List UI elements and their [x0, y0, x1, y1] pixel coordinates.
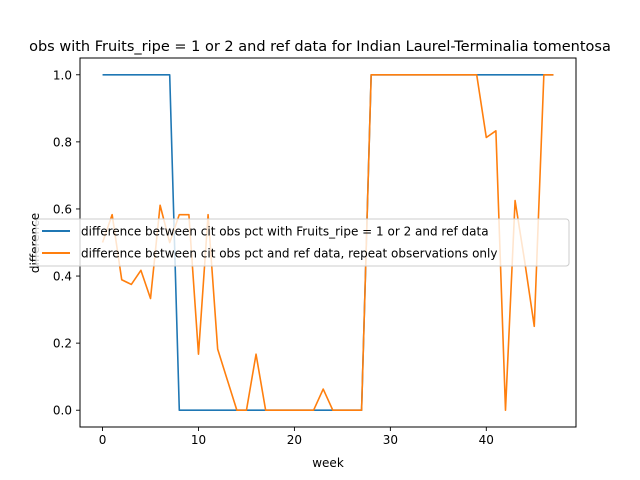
y-tick-label: 0.4 [53, 270, 72, 284]
x-axis-ticks: 0 10 20 30 40 [99, 427, 494, 447]
legend-label-series-1: difference between cit obs pct with Frui… [81, 225, 489, 239]
y-tick-label: 0.6 [53, 202, 72, 216]
legend-label-series-2: difference between cit obs pct and ref d… [81, 247, 497, 261]
chart-title: obs with Fruits_ripe = 1 or 2 and ref da… [29, 39, 611, 55]
y-tick-label: 0.2 [53, 337, 72, 351]
y-tick-label: 1.0 [53, 68, 72, 82]
legend: difference between cit obs pct with Frui… [35, 218, 570, 267]
x-tick-label: 0 [99, 433, 107, 447]
x-tick-label: 20 [287, 433, 302, 447]
y-axis-ticks: 0.0 0.2 0.4 0.6 0.8 1.0 [53, 68, 80, 418]
x-tick-label: 10 [191, 433, 206, 447]
x-axis-label: week [312, 456, 344, 470]
series-line-1 [102, 73, 554, 412]
y-tick-label: 0.0 [53, 404, 72, 418]
x-tick-label: 40 [479, 433, 494, 447]
y-tick-label: 0.8 [53, 135, 72, 149]
legend-box [35, 218, 570, 267]
x-tick-label: 30 [383, 433, 398, 447]
